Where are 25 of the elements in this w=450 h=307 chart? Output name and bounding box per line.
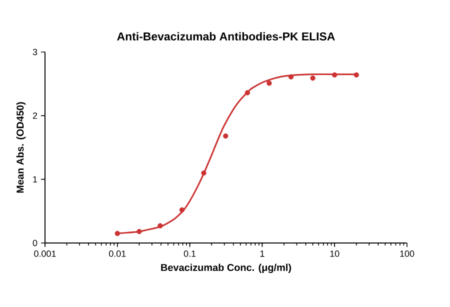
point (332, 72, 338, 78)
point (310, 76, 316, 81)
x-axis-title: Bevacizumab Conc. (μg/ml) (161, 264, 292, 274)
y-tick-label: 1 (33, 176, 38, 182)
x-tick-label: 100 (400, 250, 414, 257)
x-tick-label: 10 (330, 250, 340, 257)
x-tick-label: 0.01 (109, 250, 126, 257)
point (179, 207, 185, 212)
x-tick-label: 0.001 (34, 250, 56, 257)
y-tick-label: 0 (32, 240, 38, 246)
point (136, 228, 142, 234)
chart-title: Anti-Bevacizumab Antibodies-PK ELISA (117, 32, 335, 40)
point (114, 230, 120, 236)
point (158, 223, 163, 228)
point (288, 74, 294, 80)
point (354, 72, 359, 78)
x-tick-label: 0.1 (184, 250, 196, 257)
point (223, 133, 228, 139)
point (266, 80, 272, 86)
x-tick-label: 1 (260, 250, 264, 257)
point (201, 170, 206, 176)
point (244, 90, 250, 96)
y-tick-label: 3 (32, 48, 38, 56)
y-tick-label: 2 (32, 112, 38, 119)
y-axis-title: Mean Abs. (OD450) (16, 102, 26, 193)
